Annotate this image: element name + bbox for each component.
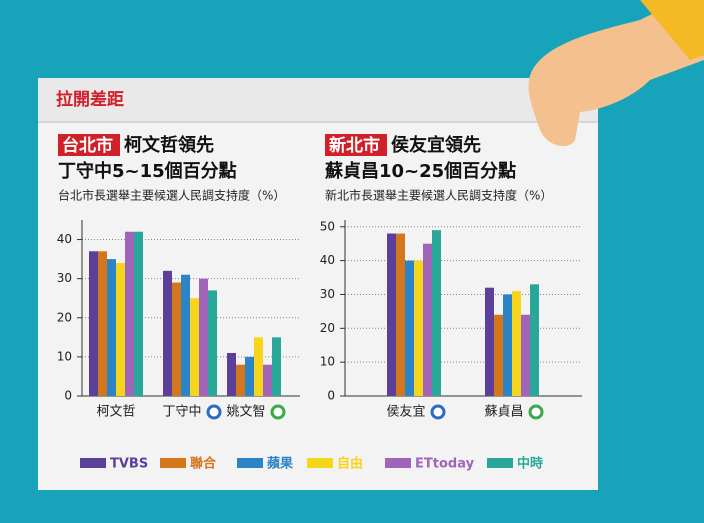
bar [172,282,181,396]
bar [236,364,245,396]
legend-swatch [80,458,106,468]
bar [98,251,107,396]
x-tick-label: 侯友宜 [386,404,425,420]
bar [485,287,494,396]
bar [190,298,199,396]
legend-swatch [237,458,263,468]
bar [227,352,236,396]
bar [254,337,263,396]
bar [107,259,116,396]
party-icon [528,404,544,420]
bar [432,230,441,396]
y-tick-label: 0 [327,389,335,403]
sleeve [640,0,704,60]
bar [116,263,125,396]
legend-label: 自由 [337,456,363,472]
bar [181,274,190,396]
bar [512,291,521,396]
legend-label: ETtoday [415,457,475,472]
highlight-text: 新北市 [329,135,380,156]
legend-label: 蘋果 [267,456,293,472]
header-title: 拉開差距 [56,89,124,110]
y-tick-label: 40 [57,232,72,246]
bar [163,270,172,396]
hand [528,0,704,146]
legend-label: 聯合 [190,456,217,472]
bar [405,260,414,396]
legend-label: TVBS [110,457,148,472]
bar [396,233,405,396]
x-tick-label: 蘇貞昌 [484,405,523,420]
chart-title: 侯友宜領先 [391,134,481,156]
bar [125,231,134,396]
bar [272,337,281,396]
legend-swatch [385,458,411,468]
bar [521,314,530,396]
bar [387,233,396,396]
highlight-box [325,134,387,156]
bar [494,314,503,396]
bar [263,364,272,396]
bar [414,260,423,396]
chart-title-2: 丁守中5~15個百分點 [58,160,237,182]
hand-shape [528,0,704,146]
y-tick-label: 10 [320,355,335,369]
party-icon [206,404,222,420]
y-tick-label: 30 [57,271,72,285]
y-tick-label: 20 [57,310,72,324]
chart-title-2: 蘇貞昌10~25個百分點 [324,160,516,182]
highlight-text: 台北市 [62,135,113,156]
y-tick-label: 40 [320,253,335,267]
x-tick-label: 姚文智 [226,405,265,420]
y-tick-label: 0 [64,389,72,403]
bar [530,284,539,396]
bar [503,294,512,396]
bar [208,290,217,396]
legend-swatch [307,458,333,468]
bar [89,251,98,396]
y-tick-label: 20 [320,321,335,335]
chart-title: 柯文哲領先 [124,134,214,156]
legend-swatch [160,458,186,468]
header-band [38,78,598,122]
chart-subtitle: 新北市長選舉主要候選人民調支持度（%） [325,188,552,203]
party-icon [270,404,286,420]
highlight-box [58,134,120,156]
party-icon [430,404,446,420]
legend-swatch [487,458,513,468]
y-tick-label: 10 [57,349,72,363]
chart-subtitle: 台北市長選舉主要候選人民調支持度（%） [58,188,285,203]
y-tick-label: 30 [320,287,335,301]
x-tick-label: 丁守中 [162,405,201,420]
bar [423,243,432,396]
bar [134,231,143,396]
x-tick-label: 柯文哲 [96,405,135,420]
bar [245,356,254,396]
y-tick-label: 50 [320,219,335,233]
bar [199,278,208,396]
legend-label: 中時 [517,456,543,472]
